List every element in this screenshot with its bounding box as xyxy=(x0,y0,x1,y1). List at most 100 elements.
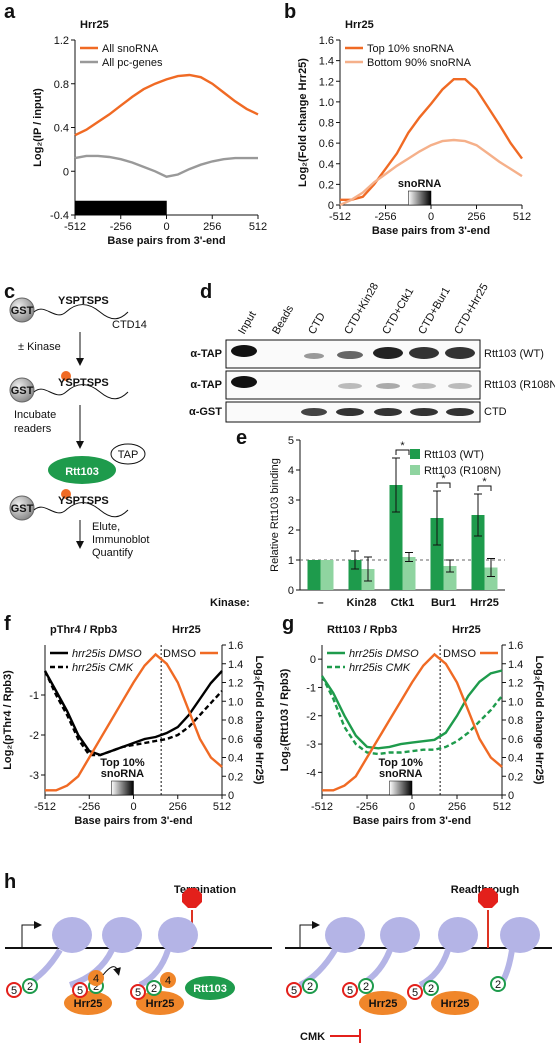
error-bar xyxy=(351,550,359,570)
x-tick-label: 512 xyxy=(213,801,231,813)
residue-label: 5 xyxy=(135,987,141,999)
kinase-label: Hrr25 xyxy=(441,998,470,1010)
bar xyxy=(389,485,403,590)
y-axis-label: Relative Rtt103 binding xyxy=(269,458,281,572)
band xyxy=(448,383,472,389)
reader-label: Rtt103 xyxy=(193,983,227,995)
y-tick-label: -3 xyxy=(306,739,316,751)
motif: YSPTSPS xyxy=(58,295,109,307)
legend-label: All pc-genes xyxy=(102,57,163,69)
legend-label: hrr25is DMSO xyxy=(72,648,142,660)
y2-axis-label: Log₂(Fold change Hrr25) xyxy=(533,656,545,785)
x-tick-label: 0 xyxy=(130,801,136,813)
error-bar xyxy=(474,493,482,537)
lane-label: CTD+Bur1 xyxy=(416,285,453,336)
protein-label: Rtt103 (R108N) xyxy=(484,379,555,391)
y2-tick-label: 1.6 xyxy=(508,640,523,652)
y2-tick-label: 0 xyxy=(508,790,514,802)
region-bar xyxy=(74,200,167,216)
bar xyxy=(430,518,444,590)
significance-label: * xyxy=(441,473,446,485)
model-h: Termination Readthrough Hrr25 Hrr25 Rtt1… xyxy=(5,884,552,1043)
significance-bracket xyxy=(436,482,451,488)
region-bar xyxy=(408,190,432,206)
y-axis-label: Log₂(pThr4 / Rpb3) xyxy=(2,670,14,770)
step-label: Quantify xyxy=(92,547,133,559)
scheme-c: GST YSPTSPS CTD14 ± Kinase GST YSPTSPS I… xyxy=(9,295,149,559)
reader xyxy=(185,976,235,1000)
x-tick-label: -512 xyxy=(64,221,86,233)
band xyxy=(231,376,257,388)
x-tick-label: -512 xyxy=(329,211,351,223)
blot-d: α-TAP α-TAP α-GST Rtt103 (WT) Rtt103 (R1… xyxy=(189,339,555,423)
legend-label: hrr25is CMK xyxy=(72,662,134,674)
series-line xyxy=(43,670,223,757)
x-tick-label: Kin28 xyxy=(347,597,377,609)
antibody-label: α-GST xyxy=(189,406,222,418)
x-tick-label: 0 xyxy=(428,211,434,223)
region-label: snoRNA xyxy=(398,178,441,190)
x-tick-label: 512 xyxy=(249,221,267,233)
x-tick-label: 256 xyxy=(467,211,485,223)
y-tick-label: 0.2 xyxy=(319,179,334,191)
y-axis-label: Log₂(Rtt103 / Rpb3) xyxy=(279,668,291,771)
legend-label: Rtt103 (WT) xyxy=(424,449,484,461)
chart-subtitle: Hrr25 xyxy=(172,624,201,636)
chart-title: Hrr25 xyxy=(345,19,374,31)
tag-label: TAP xyxy=(118,449,139,461)
chart-subtitle: Hrr25 xyxy=(452,624,481,636)
y-tick-label: 0 xyxy=(310,654,316,666)
residue-label: 5 xyxy=(347,985,353,997)
x-tick-label: 256 xyxy=(169,801,187,813)
gst-bead xyxy=(9,495,35,521)
y-tick-label: -2 xyxy=(29,730,39,742)
region-label: Top 10% xyxy=(100,757,145,769)
ctd-tail xyxy=(33,384,129,400)
lane-label: Input xyxy=(236,309,259,336)
x-axis-label: Base pairs from 3'-end xyxy=(107,235,225,247)
y2-tick-label: 0.8 xyxy=(228,715,243,727)
lane-label: CTD xyxy=(306,311,328,337)
ctd-tail xyxy=(33,304,129,320)
residue xyxy=(130,984,146,1000)
panel-label: h xyxy=(4,871,16,893)
reader xyxy=(48,456,116,484)
y2-tick-label: 0.4 xyxy=(508,753,523,765)
protein-label: CTD xyxy=(484,406,507,418)
kinase xyxy=(359,991,407,1015)
series-line xyxy=(339,138,523,207)
residue-label: 5 xyxy=(77,985,83,997)
ctd-tail xyxy=(33,502,129,518)
region-label: Top 10% xyxy=(379,757,424,769)
residue-label: 5 xyxy=(291,985,297,997)
band xyxy=(374,408,402,416)
chart-title: pThr4 / Rpb3 xyxy=(50,624,117,636)
x-tick-label: -256 xyxy=(374,211,396,223)
x-axis-label: Base pairs from 3'-end xyxy=(74,815,192,827)
y2-tick-label: 1.2 xyxy=(508,678,523,690)
gst-label: GST xyxy=(11,503,34,515)
y-tick-label: -4 xyxy=(306,767,316,779)
legend-swatch xyxy=(410,449,420,459)
error-bar xyxy=(364,556,372,582)
y2-tick-label: 1.0 xyxy=(508,696,523,708)
x-axis-label: Kinase: xyxy=(210,597,250,609)
y2-tick-label: 0.8 xyxy=(508,715,523,727)
kinase-label: Hrr25 xyxy=(74,998,103,1010)
step-label: Immunoblot xyxy=(92,534,149,546)
region-bar xyxy=(389,780,413,796)
x-tick-label: Ctk1 xyxy=(391,597,415,609)
y-tick-label: 2 xyxy=(288,525,294,537)
y-tick-label: 1 xyxy=(288,555,294,567)
y2-tick-label: 1.4 xyxy=(508,659,523,671)
error-bar xyxy=(446,559,454,573)
chart-title: Hrr25 xyxy=(80,19,109,31)
series-line xyxy=(43,670,223,757)
ctd-label: CTD14 xyxy=(112,319,147,331)
residue-label: 4 xyxy=(165,975,171,987)
y-tick-label: 0.4 xyxy=(319,159,334,171)
kinase-label: Hrr25 xyxy=(369,998,398,1010)
gst-bead xyxy=(9,297,35,323)
x-tick-label: -256 xyxy=(356,801,378,813)
residue xyxy=(88,970,104,986)
